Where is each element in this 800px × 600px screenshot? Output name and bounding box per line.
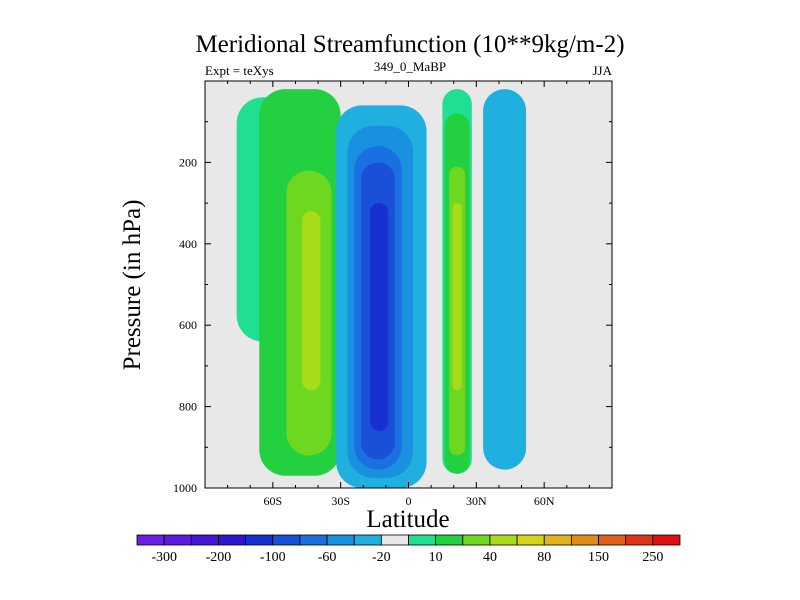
nh-cell-level-4	[452, 203, 462, 391]
colorbar-swatch	[408, 534, 437, 546]
contour-fills	[236, 89, 527, 488]
colorbar-swatch	[136, 534, 165, 546]
colorbar: -300 -200 -100 -60 -20 10 40 80 150 250	[136, 534, 681, 565]
colorbar-label: 80	[537, 550, 551, 565]
y-tick-label: 200	[179, 155, 197, 169]
colorbar-swatch	[326, 534, 355, 546]
x-tick-label: 30S	[331, 494, 350, 508]
hadley-cell-level-5	[370, 203, 389, 432]
colorbar-swatch	[598, 534, 627, 546]
colorbar-label: 10	[429, 550, 443, 565]
x-tick-label: 30N	[466, 494, 487, 508]
sh-outer-cell	[236, 89, 341, 476]
x-axis-ticks: 60S 30S 0 30N 60N	[227, 81, 590, 508]
colorbar-swatch	[245, 534, 274, 546]
x-tick-label: 60N	[534, 494, 555, 508]
nh-outer-cell	[483, 89, 527, 470]
colorbar-swatch	[652, 534, 681, 546]
nh-cell	[442, 89, 472, 474]
colorbar-label: -20	[372, 550, 391, 565]
colorbar-label: -200	[206, 550, 232, 565]
chart-title: Meridional Streamfunction (10**9kg/m-2)	[195, 31, 624, 58]
colorbar-swatch	[571, 534, 599, 546]
y-tick-label: 600	[179, 318, 197, 332]
plot-frame	[204, 80, 613, 489]
nh-outer-cell-level-1	[483, 89, 527, 470]
colorbar-label: 250	[642, 550, 663, 565]
colorbar-swatch	[163, 534, 192, 546]
colorbar-label: -100	[260, 550, 286, 565]
colorbar-swatch	[435, 534, 464, 546]
colorbar-label: 150	[588, 550, 609, 565]
x-tick-label: 60S	[263, 494, 282, 508]
colorbar-swatch	[516, 534, 545, 546]
hadley-cell	[336, 105, 427, 488]
colorbar-swatch	[625, 534, 654, 546]
colorbar-swatch	[353, 534, 382, 546]
colorbar-label: 40	[483, 550, 497, 565]
period-label: 349_0_MaBP	[374, 59, 446, 74]
colorbar-swatch	[218, 534, 246, 546]
season-label: JJA	[592, 63, 612, 78]
colorbar-swatch	[299, 534, 328, 546]
y-tick-label: 1000	[173, 481, 197, 495]
colorbar-swatch	[380, 534, 409, 546]
x-tick-label: 0	[406, 494, 412, 508]
sh-outer-cell-level-4	[302, 211, 321, 391]
colorbar-swatch	[543, 534, 572, 546]
colorbar-label: -300	[151, 550, 177, 565]
y-axis-label: Pressure (in hPa)	[119, 200, 146, 371]
colorbar-swatch	[489, 534, 518, 546]
plot-area: 60S 30S 0 30N 60N 200 400 600 800 1000	[173, 80, 613, 508]
colorbar-swatch	[272, 534, 301, 546]
experiment-label: Expt = teXys	[205, 63, 274, 78]
y-tick-label: 800	[179, 400, 197, 414]
y-tick-label: 400	[179, 237, 197, 251]
x-axis-label: Latitude	[366, 506, 449, 533]
colorbar-swatch	[190, 534, 219, 546]
colorbar-swatch	[462, 534, 491, 546]
colorbar-label: -60	[318, 550, 337, 565]
